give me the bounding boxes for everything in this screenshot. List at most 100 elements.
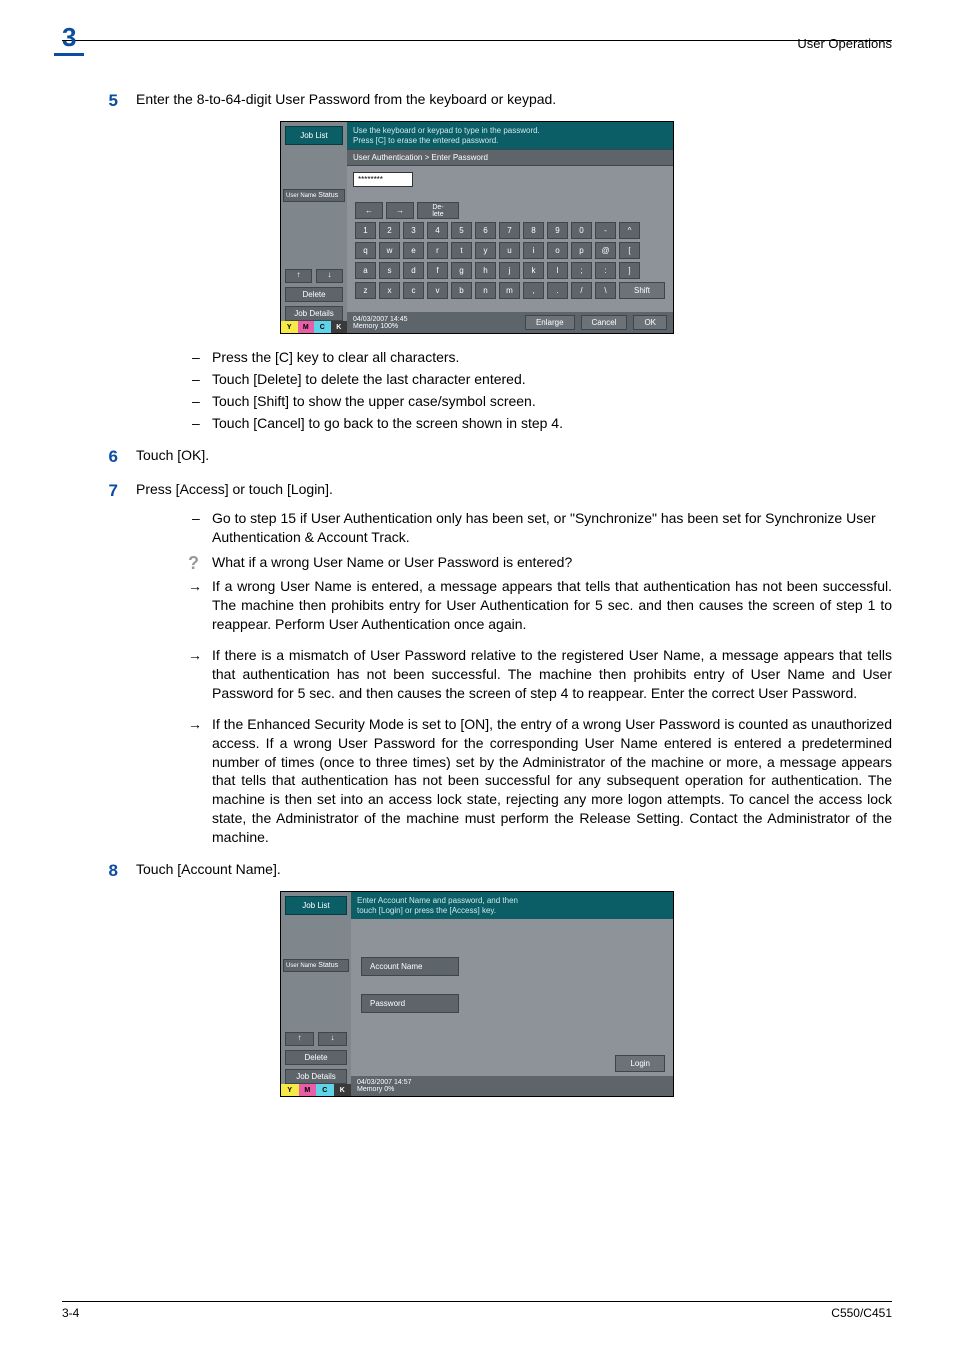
key[interactable]: 3 [403, 222, 424, 239]
cursor-left-key[interactable]: ← [355, 202, 383, 219]
key[interactable]: e [403, 242, 424, 259]
bullet: Press the [C] key to clear all character… [192, 348, 892, 367]
toner-m: M [298, 321, 315, 333]
sidebar: Job List User Name Status ↑ ↓ Delete Job… [281, 892, 351, 1096]
keyboard: ← → De-lete 1 2 3 4 5 6 7 8 [347, 193, 673, 312]
step-7: 7 Press [Access] or touch [Login]. [62, 481, 892, 501]
key[interactable]: . [547, 282, 568, 299]
down-arrow-button[interactable]: ↓ [316, 269, 343, 283]
key[interactable]: t [451, 242, 472, 259]
up-arrow-button[interactable]: ↑ [285, 269, 312, 283]
key[interactable]: 7 [499, 222, 520, 239]
down-arrow-button[interactable]: ↓ [318, 1032, 347, 1046]
key[interactable]: 6 [475, 222, 496, 239]
shift-key[interactable]: Shift [619, 282, 665, 299]
key[interactable]: ; [571, 262, 592, 279]
step-text: Enter the 8-to-64-digit User Password fr… [136, 91, 892, 111]
account-name-button[interactable]: Account Name [361, 957, 459, 976]
enlarge-button[interactable]: Enlarge [525, 315, 575, 330]
job-list-button[interactable]: Job List [285, 896, 347, 915]
page-number: 3-4 [62, 1306, 79, 1320]
bullet: Touch [Delete] to delete the last charac… [192, 370, 892, 389]
login-button[interactable]: Login [615, 1055, 665, 1072]
model-label: C550/C451 [831, 1306, 892, 1320]
step-5-bullets: Press the [C] key to clear all character… [192, 348, 892, 433]
key[interactable]: n [475, 282, 496, 299]
toner-y: Y [281, 321, 298, 333]
key[interactable]: 2 [379, 222, 400, 239]
answer-note: If a wrong User Name is entered, a messa… [192, 577, 892, 634]
key[interactable]: [ [619, 242, 640, 259]
key[interactable]: 1 [355, 222, 376, 239]
datetime: 04/03/2007 14:57Memory 0% [357, 1079, 412, 1093]
job-details-button[interactable]: Job Details [285, 1069, 347, 1084]
delete-button[interactable]: Delete [285, 1050, 347, 1065]
key[interactable]: p [571, 242, 592, 259]
delete-key[interactable]: De-lete [417, 202, 459, 219]
key[interactable]: ^ [619, 222, 640, 239]
key[interactable]: 0 [571, 222, 592, 239]
key[interactable]: @ [595, 242, 616, 259]
hint-text: Use the keyboard or keypad to type in th… [347, 122, 673, 149]
key[interactable]: 4 [427, 222, 448, 239]
bullet: Touch [Shift] to show the upper case/sym… [192, 392, 892, 411]
key[interactable]: y [475, 242, 496, 259]
key[interactable]: 5 [451, 222, 472, 239]
toner-k: K [331, 321, 348, 333]
cursor-right-key[interactable]: → [386, 202, 414, 219]
key[interactable]: : [595, 262, 616, 279]
key[interactable]: m [499, 282, 520, 299]
key[interactable]: v [427, 282, 448, 299]
job-list-button[interactable]: Job List [285, 126, 343, 145]
key[interactable]: \ [595, 282, 616, 299]
up-arrow-button[interactable]: ↑ [285, 1032, 314, 1046]
key[interactable]: c [403, 282, 424, 299]
ok-button[interactable]: OK [633, 315, 667, 330]
key[interactable]: i [523, 242, 544, 259]
key[interactable]: - [595, 222, 616, 239]
password-button[interactable]: Password [361, 994, 459, 1013]
password-field-row: ******** [347, 166, 673, 193]
key[interactable]: 8 [523, 222, 544, 239]
key[interactable]: 9 [547, 222, 568, 239]
key[interactable]: j [499, 262, 520, 279]
key[interactable]: g [451, 262, 472, 279]
step-text: Touch [OK]. [136, 447, 892, 467]
password-field[interactable]: ******** [353, 172, 413, 187]
key[interactable]: d [403, 262, 424, 279]
key[interactable]: , [523, 282, 544, 299]
nav-arrows: ↑ ↓ [281, 1030, 351, 1048]
key[interactable]: o [547, 242, 568, 259]
key[interactable]: k [523, 262, 544, 279]
screenshot-body: Job List User Name Status ↑ ↓ Delete Job… [281, 892, 673, 1096]
toner-k: K [334, 1084, 352, 1096]
bottom-bar: 04/03/2007 14:45Memory 100% Enlarge Canc… [347, 312, 673, 333]
screenshot-password-entry: Job List User Name Status ↑ ↓ Delete Job… [280, 121, 674, 334]
step-number: 8 [62, 861, 136, 881]
chapter-number: 3 [62, 22, 76, 53]
key[interactable]: l [547, 262, 568, 279]
cancel-button[interactable]: Cancel [581, 315, 628, 330]
key[interactable]: u [499, 242, 520, 259]
key[interactable]: / [571, 282, 592, 299]
screenshot-body: Job List User Name Status ↑ ↓ Delete Job… [281, 122, 673, 333]
toner-indicator: Y M C K [281, 321, 347, 333]
toner-y: Y [281, 1084, 299, 1096]
key[interactable]: ] [619, 262, 640, 279]
nav-arrows: ↑ ↓ [281, 267, 347, 285]
key[interactable]: z [355, 282, 376, 299]
key[interactable]: h [475, 262, 496, 279]
key[interactable]: r [427, 242, 448, 259]
key[interactable]: w [379, 242, 400, 259]
key[interactable]: a [355, 262, 376, 279]
key[interactable]: f [427, 262, 448, 279]
answer-note: If there is a mismatch of User Password … [192, 646, 892, 703]
key[interactable]: b [451, 282, 472, 299]
key[interactable]: q [355, 242, 376, 259]
job-details-button[interactable]: Job Details [285, 306, 343, 321]
page: 3 User Operations 5 Enter the 8-to-64-di… [0, 0, 954, 1350]
key[interactable]: s [379, 262, 400, 279]
delete-button[interactable]: Delete [285, 287, 343, 302]
key[interactable]: x [379, 282, 400, 299]
step-5: 5 Enter the 8-to-64-digit User Password … [62, 91, 892, 111]
